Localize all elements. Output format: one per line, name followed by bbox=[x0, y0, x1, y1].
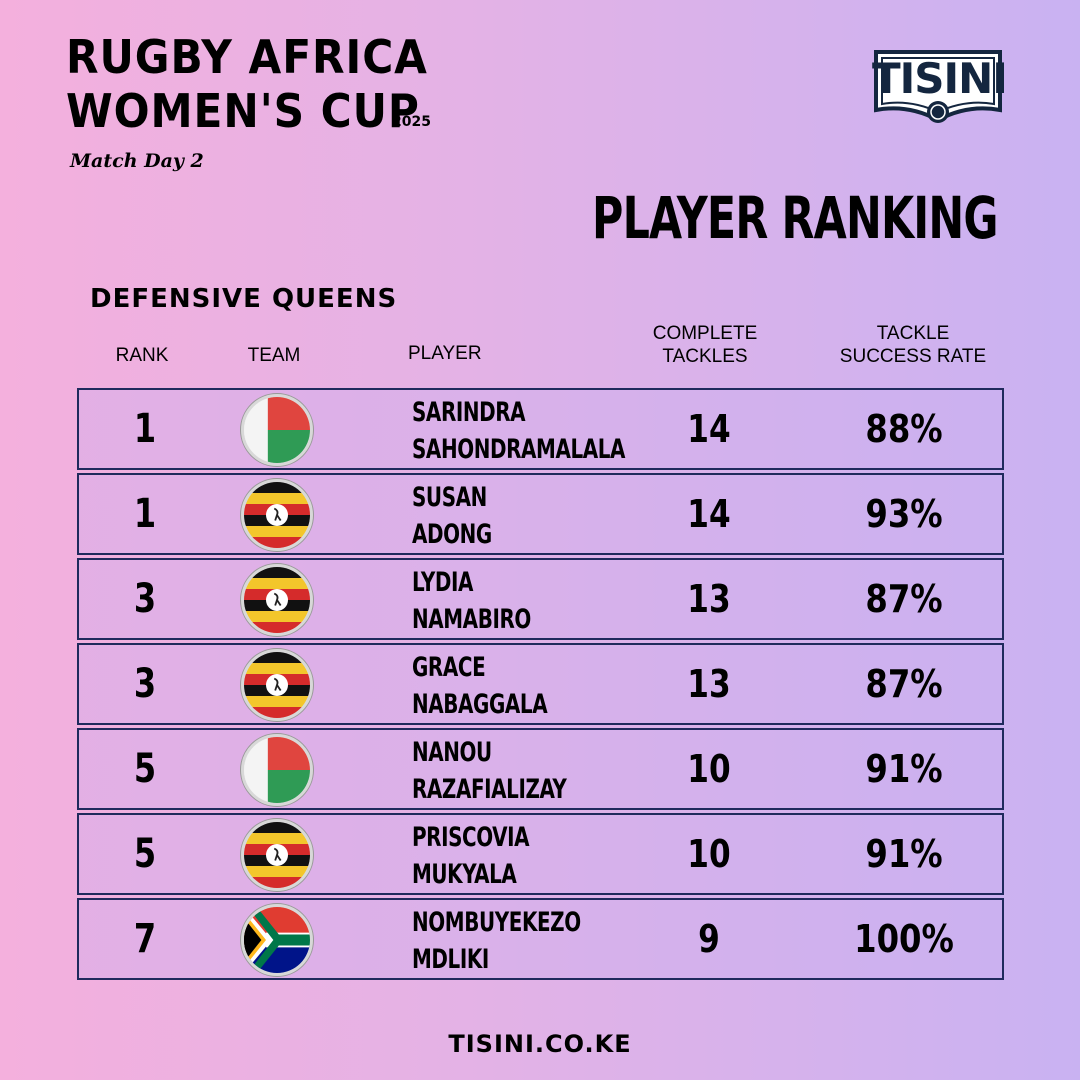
player-first-name: LYDIA bbox=[412, 567, 473, 598]
event-year: 2025 bbox=[392, 114, 431, 130]
player-last-name: MUKYALA bbox=[412, 859, 517, 890]
tackles-cell: 13 bbox=[687, 577, 731, 621]
player-first-name: GRACE bbox=[412, 652, 486, 683]
column-header-rate-line1: TACKLE bbox=[876, 323, 950, 344]
website-link[interactable]: TISINI.CO.KE bbox=[448, 1030, 632, 1058]
rank-cell: 1 bbox=[133, 406, 157, 452]
success-rate-cell: 100% bbox=[854, 917, 954, 961]
event-title-line1: RUGBY AFRICA bbox=[66, 30, 428, 84]
success-rate-cell: 91% bbox=[865, 832, 943, 876]
table-row: 1 SUSAN ADONG 14 93% bbox=[77, 473, 1004, 555]
madagascar-flag-icon bbox=[241, 394, 313, 466]
player-last-name: NABAGGALA bbox=[412, 689, 548, 720]
table-row: 5 PRISCOVIA MUKYALA 10 91% bbox=[77, 813, 1004, 895]
page-heading: PLAYER RANKING bbox=[592, 184, 998, 252]
success-rate-cell: 88% bbox=[865, 407, 943, 451]
player-last-name: ADONG bbox=[412, 519, 492, 550]
player-first-name: NOMBUYEKEZO bbox=[412, 907, 581, 938]
event-title: RUGBY AFRICA WOMEN'S CUP bbox=[66, 30, 428, 138]
tackles-cell: 14 bbox=[687, 407, 731, 451]
table-row: 3 LYDIA NAMABIRO 13 87% bbox=[77, 558, 1004, 640]
player-first-name: SARINDRA bbox=[412, 397, 526, 428]
success-rate-cell: 87% bbox=[865, 577, 943, 621]
table-row: 1 SARINDRA SAHONDRAMALALA 14 88% bbox=[77, 388, 1004, 470]
column-header-rate-line2: SUCCESS RATE bbox=[839, 346, 987, 367]
madagascar-flag-icon bbox=[241, 734, 313, 806]
uganda-flag-icon bbox=[241, 479, 313, 551]
player-name: NANOU RAZAFIALIZAY bbox=[412, 734, 625, 808]
player-name: NOMBUYEKEZO MDLIKI bbox=[412, 904, 625, 978]
section-subheading: DEFENSIVE QUEENS bbox=[90, 284, 398, 314]
tackles-cell: 13 bbox=[687, 662, 731, 706]
player-last-name: SAHONDRAMALALA bbox=[412, 434, 626, 465]
success-rate-cell: 93% bbox=[865, 492, 943, 536]
player-last-name: MDLIKI bbox=[412, 944, 489, 975]
tackles-cell: 10 bbox=[687, 747, 731, 791]
player-name: SUSAN ADONG bbox=[412, 479, 625, 553]
rank-cell: 5 bbox=[133, 831, 157, 877]
rank-cell: 3 bbox=[133, 661, 157, 707]
player-name: SARINDRA SAHONDRAMALALA bbox=[412, 394, 625, 468]
tackles-cell: 14 bbox=[687, 492, 731, 536]
column-header-player: PLAYER bbox=[408, 343, 482, 364]
rank-cell: 3 bbox=[133, 576, 157, 622]
player-name: GRACE NABAGGALA bbox=[412, 649, 625, 723]
player-name: LYDIA NAMABIRO bbox=[412, 564, 625, 638]
event-title-line2: WOMEN'S CUP bbox=[66, 84, 420, 138]
column-header-team: TEAM bbox=[247, 345, 301, 366]
player-last-name: NAMABIRO bbox=[412, 604, 531, 635]
player-first-name: PRISCOVIA bbox=[412, 822, 530, 853]
tackles-cell: 10 bbox=[687, 832, 731, 876]
uganda-flag-icon bbox=[241, 564, 313, 636]
match-day-label: Match Day 2 bbox=[70, 150, 204, 172]
table-row: 7 NOMBUYEKEZO MDLIKI 9 100% bbox=[77, 898, 1004, 980]
south-africa-flag-icon bbox=[241, 904, 313, 976]
uganda-flag-icon bbox=[241, 819, 313, 891]
player-first-name: NANOU bbox=[412, 737, 492, 768]
rank-cell: 5 bbox=[133, 746, 157, 792]
player-last-name: RAZAFIALIZAY bbox=[412, 774, 567, 805]
table-row: 5 NANOU RAZAFIALIZAY 10 91% bbox=[77, 728, 1004, 810]
success-rate-cell: 87% bbox=[865, 662, 943, 706]
rank-cell: 7 bbox=[133, 916, 157, 962]
column-header-success-rate: TACKLE SUCCESS RATE bbox=[820, 322, 1006, 368]
rank-cell: 1 bbox=[133, 491, 157, 537]
success-rate-cell: 91% bbox=[865, 747, 943, 791]
tisini-logo: TISINI bbox=[872, 50, 1008, 130]
player-first-name: SUSAN bbox=[412, 482, 487, 513]
column-header-tackles-line2: TACKLES bbox=[662, 346, 748, 367]
column-header-rank: RANK bbox=[115, 345, 169, 366]
tisini-logo-badge bbox=[874, 50, 1002, 123]
tackles-cell: 9 bbox=[698, 917, 720, 961]
tisini-logo-text: TISINI bbox=[872, 54, 1008, 103]
table-row: 3 GRACE NABAGGALA 13 87% bbox=[77, 643, 1004, 725]
uganda-flag-icon bbox=[241, 649, 313, 721]
player-name: PRISCOVIA MUKYALA bbox=[412, 819, 625, 893]
column-header-complete-tackles: COMPLETE TACKLES bbox=[630, 322, 780, 368]
column-header-tackles-line1: COMPLETE bbox=[652, 323, 758, 344]
